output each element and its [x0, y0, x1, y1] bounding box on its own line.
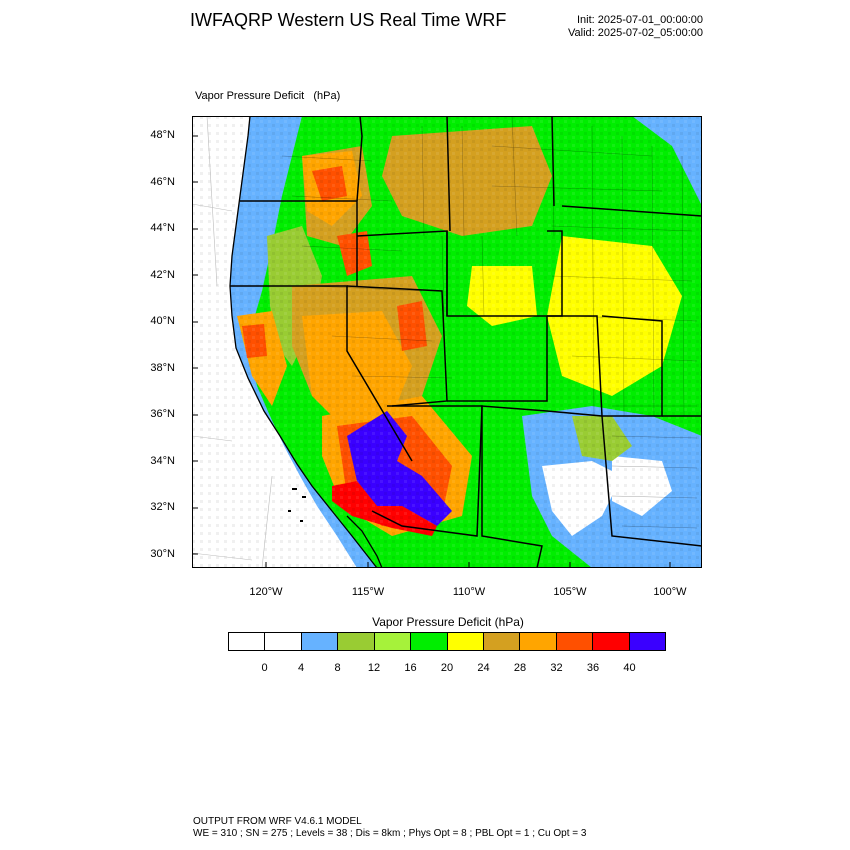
valid-time: Valid: 2025-07-02_05:00:00 — [568, 27, 703, 39]
lat-label: 48°N — [150, 129, 175, 141]
legend-tick-label: 8 — [334, 662, 341, 674]
state-boundaries — [230, 116, 702, 568]
chart-title: IWFAQRP Western US Real Time WRF — [190, 10, 507, 30]
lon-label: 115°W — [351, 586, 385, 598]
init-time: Init: 2025-07-01_00:00:00 — [577, 14, 703, 26]
legend-tick-label: 20 — [440, 662, 454, 674]
lat-label: 38°N — [150, 362, 175, 374]
axis-ticks — [192, 135, 671, 568]
model-info-line-2: WE = 310 ; SN = 275 ; Levels = 38 ; Dis … — [193, 828, 587, 839]
lat-label: 34°N — [150, 455, 175, 467]
lon-label: 105°W — [553, 586, 587, 598]
vpd-map — [192, 116, 702, 568]
map-border — [192, 116, 702, 568]
legend-swatch — [447, 633, 484, 650]
lat-label: 32°N — [150, 501, 175, 513]
color-legend — [228, 632, 666, 651]
longitude-axis: 120°W 115°W 110°W 105°W 100°W — [192, 586, 702, 602]
coastal-islands — [288, 488, 306, 522]
legend-swatch — [338, 633, 375, 650]
legend-labels: 0 4 8 12 16 20 24 28 32 36 40 — [228, 662, 666, 678]
pixel-grain-overlay — [192, 116, 702, 568]
legend-tick-label: 4 — [297, 662, 305, 674]
lat-label: 30°N — [150, 548, 175, 560]
legend-tick-label: 16 — [404, 662, 417, 674]
lon-label: 120°W — [249, 586, 283, 598]
lat-label: 40°N — [150, 315, 175, 327]
legend-swatch — [411, 633, 448, 650]
graticule-lines — [192, 116, 273, 568]
legend-swatch — [593, 633, 630, 650]
legend-swatch — [229, 633, 266, 650]
legend-title: Vapor Pressure Deficit (hPa) — [372, 615, 524, 629]
map-subtitle: Vapor Pressure Deficit (hPa) — [195, 90, 341, 102]
lon-label: 100°W — [653, 586, 687, 598]
legend-swatch — [629, 633, 666, 650]
county-lines — [281, 116, 698, 529]
legend-tick-label: 32 — [550, 662, 563, 674]
lat-label: 36°N — [150, 408, 175, 420]
legend-swatch — [301, 633, 339, 650]
legend-tick-label: 40 — [623, 662, 636, 674]
latitude-axis: 48°N 46°N 44°N 42°N 40°N 38°N 36°N 34°N … — [120, 116, 175, 568]
lat-label: 44°N — [150, 222, 175, 234]
lat-label: 42°N — [150, 269, 175, 281]
lon-label: 110°W — [452, 586, 486, 598]
legend-tick-label: 0 — [261, 662, 268, 674]
legend-swatch — [556, 633, 594, 650]
lat-label: 46°N — [150, 176, 175, 188]
legend-tick-label: 24 — [477, 662, 490, 674]
legend-tick-label: 12 — [367, 662, 381, 674]
legend-swatch — [265, 633, 302, 650]
legend-tick-label: 28 — [513, 662, 527, 674]
coastline — [229, 116, 383, 568]
legend-tick-label: 36 — [586, 662, 600, 674]
legend-swatch — [374, 633, 412, 650]
legend-swatch — [483, 633, 521, 650]
legend-swatch — [520, 633, 557, 650]
model-info-line-1: OUTPUT FROM WRF V4.6.1 MODEL — [193, 816, 362, 827]
